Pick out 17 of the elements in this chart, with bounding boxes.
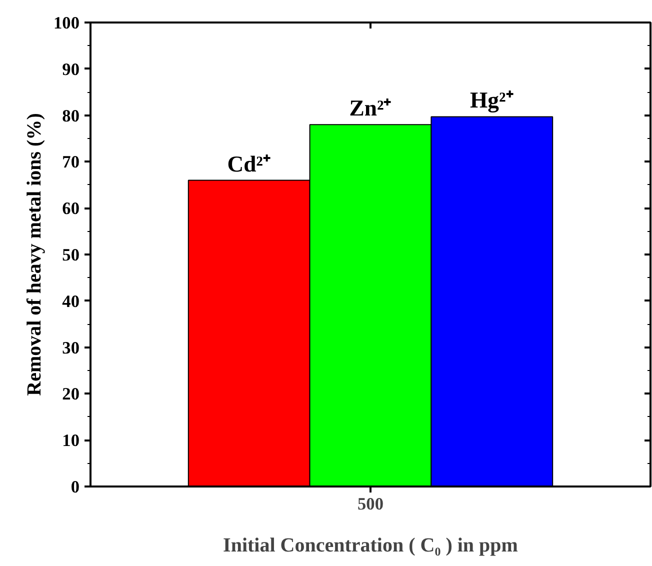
- y-tick-label: 70: [62, 152, 80, 172]
- series-label: Hg²⁺: [470, 88, 514, 113]
- y-tick-label: 30: [62, 338, 80, 358]
- y-tick-label: 50: [62, 246, 80, 264]
- y-tick-label: 40: [62, 292, 80, 311]
- x-tick-label: 500: [358, 494, 384, 514]
- y-tick-label: 60: [62, 199, 80, 218]
- y-tick-label: 10: [62, 431, 80, 450]
- x-axis-title: Initial Concentration ( C₀ ) in ppm: [223, 534, 518, 556]
- y-axis-title: Removal of heavy metal ions (%): [24, 113, 46, 396]
- y-tick-label: 100: [54, 14, 80, 32]
- series-label: Zn²⁺: [349, 96, 392, 121]
- y-tick-label: 80: [62, 106, 80, 126]
- y-tick-label: 90: [62, 60, 80, 79]
- y-tick-label: 20: [62, 384, 80, 404]
- y-tick-label: 0: [70, 478, 80, 496]
- series-label: Cd²⁺: [227, 151, 271, 176]
